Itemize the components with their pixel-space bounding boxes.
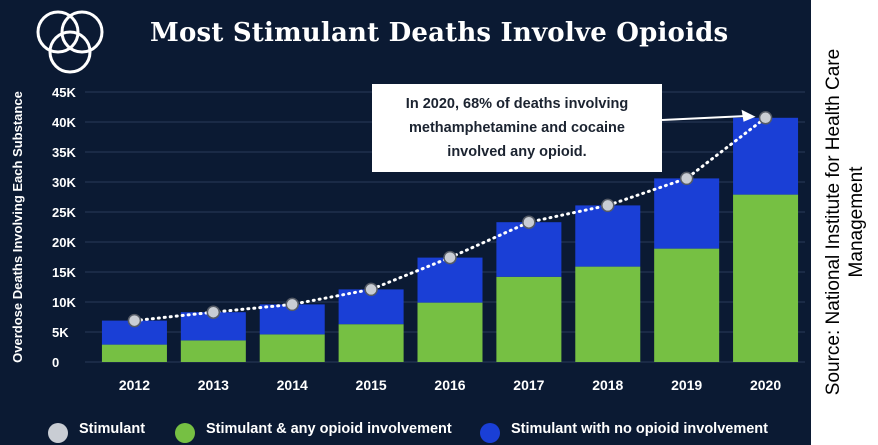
annotation-line-1: In 2020, 68% of deaths involving <box>372 92 662 116</box>
bar-no-opioid-2018 <box>575 205 640 266</box>
x-tick-label: 2016 <box>434 377 465 393</box>
x-tick-label: 2018 <box>592 377 623 393</box>
stimulant-point-2015 <box>365 283 377 295</box>
bar-no-opioid-2020 <box>733 118 798 195</box>
legend-swatch-opioid <box>175 423 195 443</box>
annotation-line-3: involved any opioid. <box>372 140 662 164</box>
x-tick-label: 2012 <box>119 377 150 393</box>
bar-opioid-2015 <box>339 324 404 362</box>
x-tick-label: 2015 <box>356 377 387 393</box>
legend-label-no-opioid: Stimulant with no opioid involvement <box>511 421 768 437</box>
y-tick-label: 25K <box>52 205 76 220</box>
bar-opioid-2016 <box>418 303 483 362</box>
y-tick-label: 35K <box>52 145 76 160</box>
annotation-line-2: methamphetamine and cocaine <box>372 116 662 140</box>
bar-opioid-2012 <box>102 345 167 362</box>
bar-opioid-2020 <box>733 195 798 362</box>
chart-plot: 0 5K 10K 15K 20K 25K 30K 35K 40K 45K Overdose Deat… <box>0 0 811 418</box>
annotation-box: In 2020, 68% of deaths involving methamp… <box>372 84 662 172</box>
stimulant-point-2013 <box>207 306 219 318</box>
legend-label-stimulant: Stimulant <box>79 421 145 437</box>
source-sidebar: Source: National Institute for Health Ca… <box>812 0 878 445</box>
y-tick-label: 45K <box>52 85 76 100</box>
y-tick-label: 10K <box>52 295 76 310</box>
x-tick-label: 2013 <box>198 377 229 393</box>
stimulant-point-2018 <box>602 199 614 211</box>
bar-opioid-2014 <box>260 334 325 362</box>
y-tick-label: 40K <box>52 115 76 130</box>
y-tick-label: 15K <box>52 265 76 280</box>
y-tick-label: 30K <box>52 175 76 190</box>
y-tick-label: 0 <box>52 355 59 370</box>
stimulant-point-2020 <box>760 112 772 124</box>
x-tick-label: 2017 <box>513 377 544 393</box>
bar-opioid-2013 <box>181 340 246 362</box>
bar-no-opioid-2017 <box>496 222 561 277</box>
bar-opioid-2019 <box>654 249 719 362</box>
bar-no-opioid-2019 <box>654 178 719 248</box>
legend-swatch-no-opioid <box>480 423 500 443</box>
x-tick-label: 2019 <box>671 377 702 393</box>
stimulant-point-2019 <box>681 172 693 184</box>
legend: Stimulant Stimulant & any opioid involve… <box>0 418 811 442</box>
y-axis-label: Overdose Deaths Involving Each Substance <box>10 91 25 363</box>
x-tick-label: 2014 <box>277 377 308 393</box>
stimulant-point-2016 <box>444 252 456 264</box>
legend-label-opioid: Stimulant & any opioid involvement <box>206 421 452 437</box>
y-tick-label: 5K <box>52 325 69 340</box>
x-tick-label: 2020 <box>750 377 781 393</box>
bar-opioid-2018 <box>575 267 640 362</box>
stimulant-point-2017 <box>523 216 535 228</box>
stimulant-point-2012 <box>128 315 140 327</box>
legend-swatch-stimulant <box>48 423 68 443</box>
stimulant-point-2014 <box>286 298 298 310</box>
source-text: Source: National Institute for Health Ca… <box>822 2 868 442</box>
bar-opioid-2017 <box>496 277 561 362</box>
y-tick-label: 20K <box>52 235 76 250</box>
